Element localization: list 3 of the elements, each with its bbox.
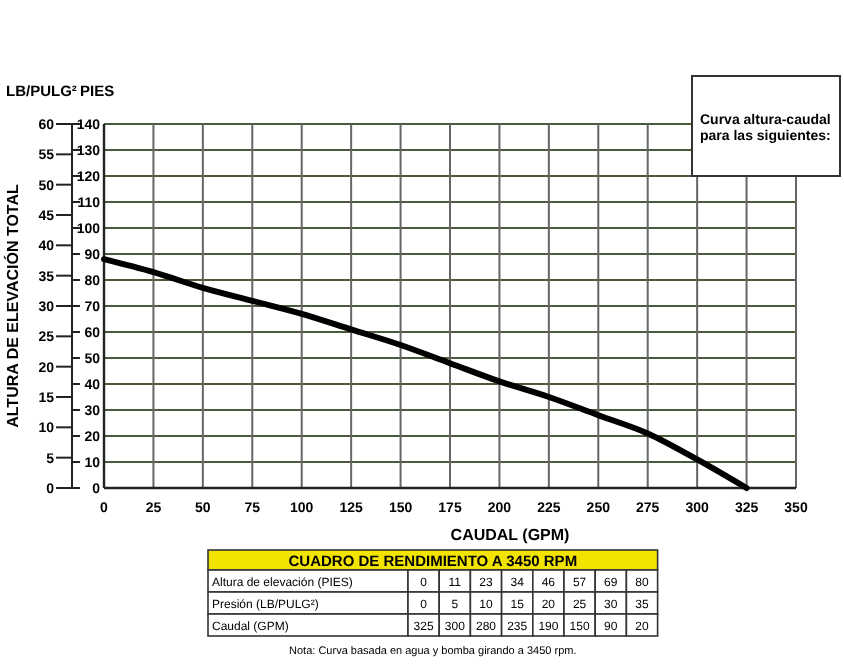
- x-axis-title: CAUDAL (GPM): [450, 526, 571, 544]
- text: ALTURA DE ELEVACIÓN TOTAL: [2, 184, 22, 428]
- line-series: [101, 256, 750, 491]
